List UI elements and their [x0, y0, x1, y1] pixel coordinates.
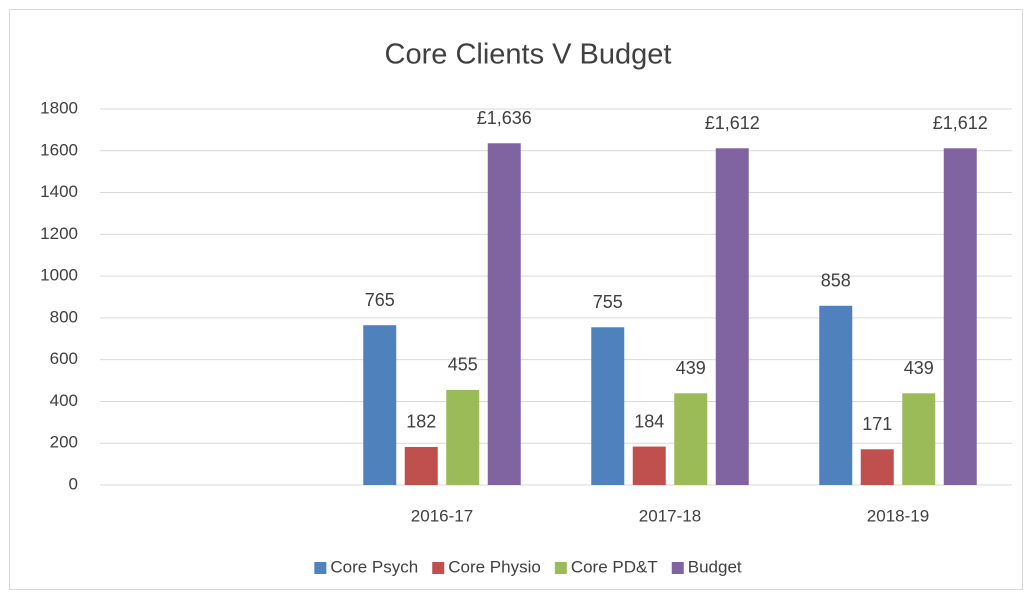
y-tick-label: 600: [50, 349, 78, 368]
data-label: 755: [593, 292, 623, 312]
x-tick-label: 2017-18: [639, 506, 701, 525]
x-tick-label: 2018-19: [867, 506, 929, 525]
bar: [902, 393, 936, 485]
data-label: 858: [821, 271, 851, 291]
x-tick-label: 2016-17: [411, 506, 473, 525]
legend-label: Budget: [688, 557, 742, 576]
bar: [715, 148, 749, 485]
bar: [632, 446, 666, 485]
y-tick-label: 1200: [40, 224, 78, 243]
chart-title: Core Clients V Budget: [385, 39, 672, 71]
data-label: 439: [676, 358, 706, 378]
y-tick-label: 200: [50, 433, 78, 452]
legend-swatch: [432, 562, 445, 574]
data-label: 171: [862, 414, 892, 434]
y-tick-label: 0: [69, 474, 78, 493]
bar: [943, 148, 977, 485]
data-label: £1,612: [933, 113, 988, 133]
data-label: 182: [406, 412, 436, 432]
y-tick-label: 1400: [40, 182, 78, 201]
data-label: £1,612: [705, 113, 760, 133]
data-label: £1,636: [477, 108, 532, 128]
legend-label: Core Psych: [330, 557, 418, 576]
bar: [487, 143, 521, 485]
bar: [819, 305, 853, 485]
y-tick-label: 1800: [40, 98, 78, 117]
y-tick-label: 1600: [40, 140, 78, 159]
y-tick-label: 800: [50, 307, 78, 326]
data-label: 455: [448, 355, 478, 375]
legend-swatch: [554, 562, 567, 574]
bar: [860, 449, 894, 485]
bar: [404, 446, 438, 485]
data-label: 439: [904, 358, 934, 378]
legend-swatch: [671, 562, 684, 574]
y-tick-label: 1000: [40, 266, 78, 285]
legend-label: Core PD&T: [571, 557, 658, 576]
legend-swatch: [314, 562, 327, 574]
data-label: 184: [634, 411, 664, 431]
y-tick-label: 400: [50, 391, 78, 410]
data-label: 765: [365, 290, 395, 310]
legend-label: Core Physio: [448, 557, 541, 576]
bar: [446, 389, 480, 485]
bar: [591, 327, 625, 485]
bar: [674, 393, 708, 485]
bar: [363, 325, 397, 485]
